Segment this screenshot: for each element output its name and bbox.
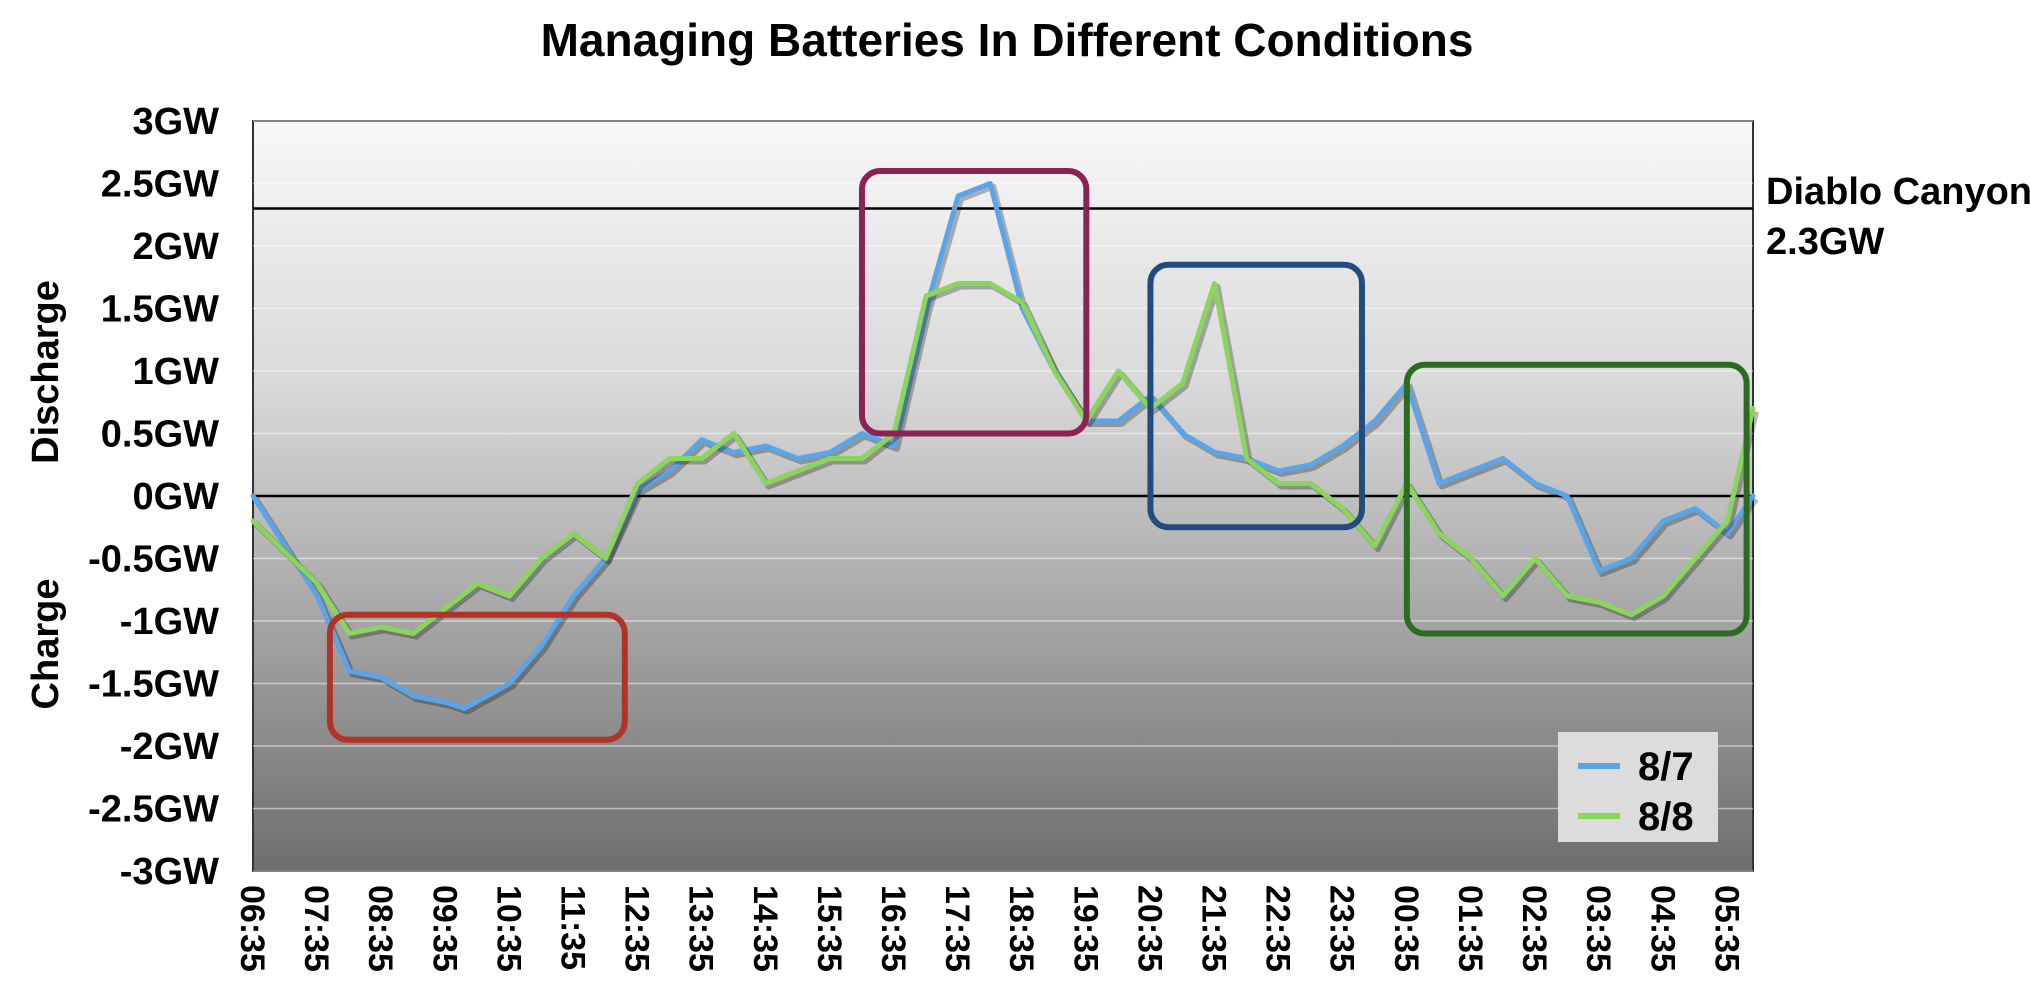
series-lines xyxy=(250,181,1759,715)
y-axis-ticks: 3GW 2.5GW 2GW 1.5GW 1GW 0.5GW 0GW -0.5GW -1GW -1.… xyxy=(88,101,219,893)
reference-label-name: Diablo Canyon xyxy=(1766,171,2030,213)
x-tick-label: 20:35 xyxy=(1130,885,1168,972)
highlight-boxes xyxy=(326,168,1750,743)
x-tick-label: 03:35 xyxy=(1579,885,1617,972)
y-tick-label: -3GW xyxy=(120,851,219,893)
reference-label-value: 2.3GW xyxy=(1766,221,1884,263)
x-tick-label: 07:35 xyxy=(297,885,335,972)
highlight-box-1 xyxy=(326,611,628,743)
x-tick-label: 17:35 xyxy=(938,885,976,972)
x-tick-label: 18:35 xyxy=(1002,885,1040,972)
y-tick-label: -2GW xyxy=(120,726,219,768)
x-tick-label: 02:35 xyxy=(1515,885,1553,972)
x-tick-label: 00:35 xyxy=(1387,885,1425,972)
x-tick-label: 08:35 xyxy=(361,885,399,972)
x-tick-label: 15:35 xyxy=(810,885,848,972)
y-label-discharge: Discharge xyxy=(25,280,67,464)
x-tick-label: 22:35 xyxy=(1259,885,1297,972)
x-tick-label: 21:35 xyxy=(1195,885,1233,972)
x-tick-label: 13:35 xyxy=(682,885,720,972)
x-tick-label: 16:35 xyxy=(874,885,912,972)
y-tick-label: 2GW xyxy=(132,226,219,268)
legend-box xyxy=(1558,732,1718,842)
y-tick-label: -1.5GW xyxy=(88,664,219,706)
x-tick-label: 14:35 xyxy=(746,885,784,972)
x-tick-label: 01:35 xyxy=(1451,885,1489,972)
x-tick-label: 10:35 xyxy=(489,885,527,972)
y-tick-label: 0GW xyxy=(132,476,219,518)
y-tick-label: -2.5GW xyxy=(88,789,219,831)
reference-lines xyxy=(253,207,1753,498)
y-tick-label: -1GW xyxy=(120,601,219,643)
x-tick-label: 23:35 xyxy=(1323,885,1361,972)
x-tick-label: 06:35 xyxy=(233,885,271,972)
y-tick-label: 1.5GW xyxy=(101,289,219,331)
highlight-box-2 xyxy=(858,168,1090,437)
y-tick-label: 3GW xyxy=(132,101,219,143)
x-axis-ticks: 06:35 07:35 08:35 09:35 10:35 11:35 12:35 13:35… xyxy=(233,885,1745,972)
legend-label-8-8: 8/8 xyxy=(1638,795,1694,839)
x-tick-label: 12:35 xyxy=(618,885,656,972)
series-line-8-7 xyxy=(250,181,1756,711)
y-tick-label: 2.5GW xyxy=(101,164,219,206)
x-tick-label: 05:35 xyxy=(1707,885,1745,972)
x-tick-label: 09:35 xyxy=(425,885,463,972)
highlight-box-4 xyxy=(1403,361,1750,637)
y-tick-label: -0.5GW xyxy=(88,539,219,581)
y-tick-label: 1GW xyxy=(132,351,219,393)
x-tick-label: 19:35 xyxy=(1066,885,1104,972)
legend: 8/7 8/8 xyxy=(1558,732,1718,842)
legend-label-8-7: 8/7 xyxy=(1638,745,1694,789)
y-label-charge: Charge xyxy=(25,579,67,710)
y-tick-label: 0.5GW xyxy=(101,414,219,456)
x-tick-label: 11:35 xyxy=(554,885,592,970)
x-tick-label: 04:35 xyxy=(1643,885,1681,972)
series-line-8-8 xyxy=(250,281,1756,636)
highlight-box-3 xyxy=(1147,261,1365,531)
chart-title: Managing Batteries In Different Conditio… xyxy=(541,14,1474,66)
